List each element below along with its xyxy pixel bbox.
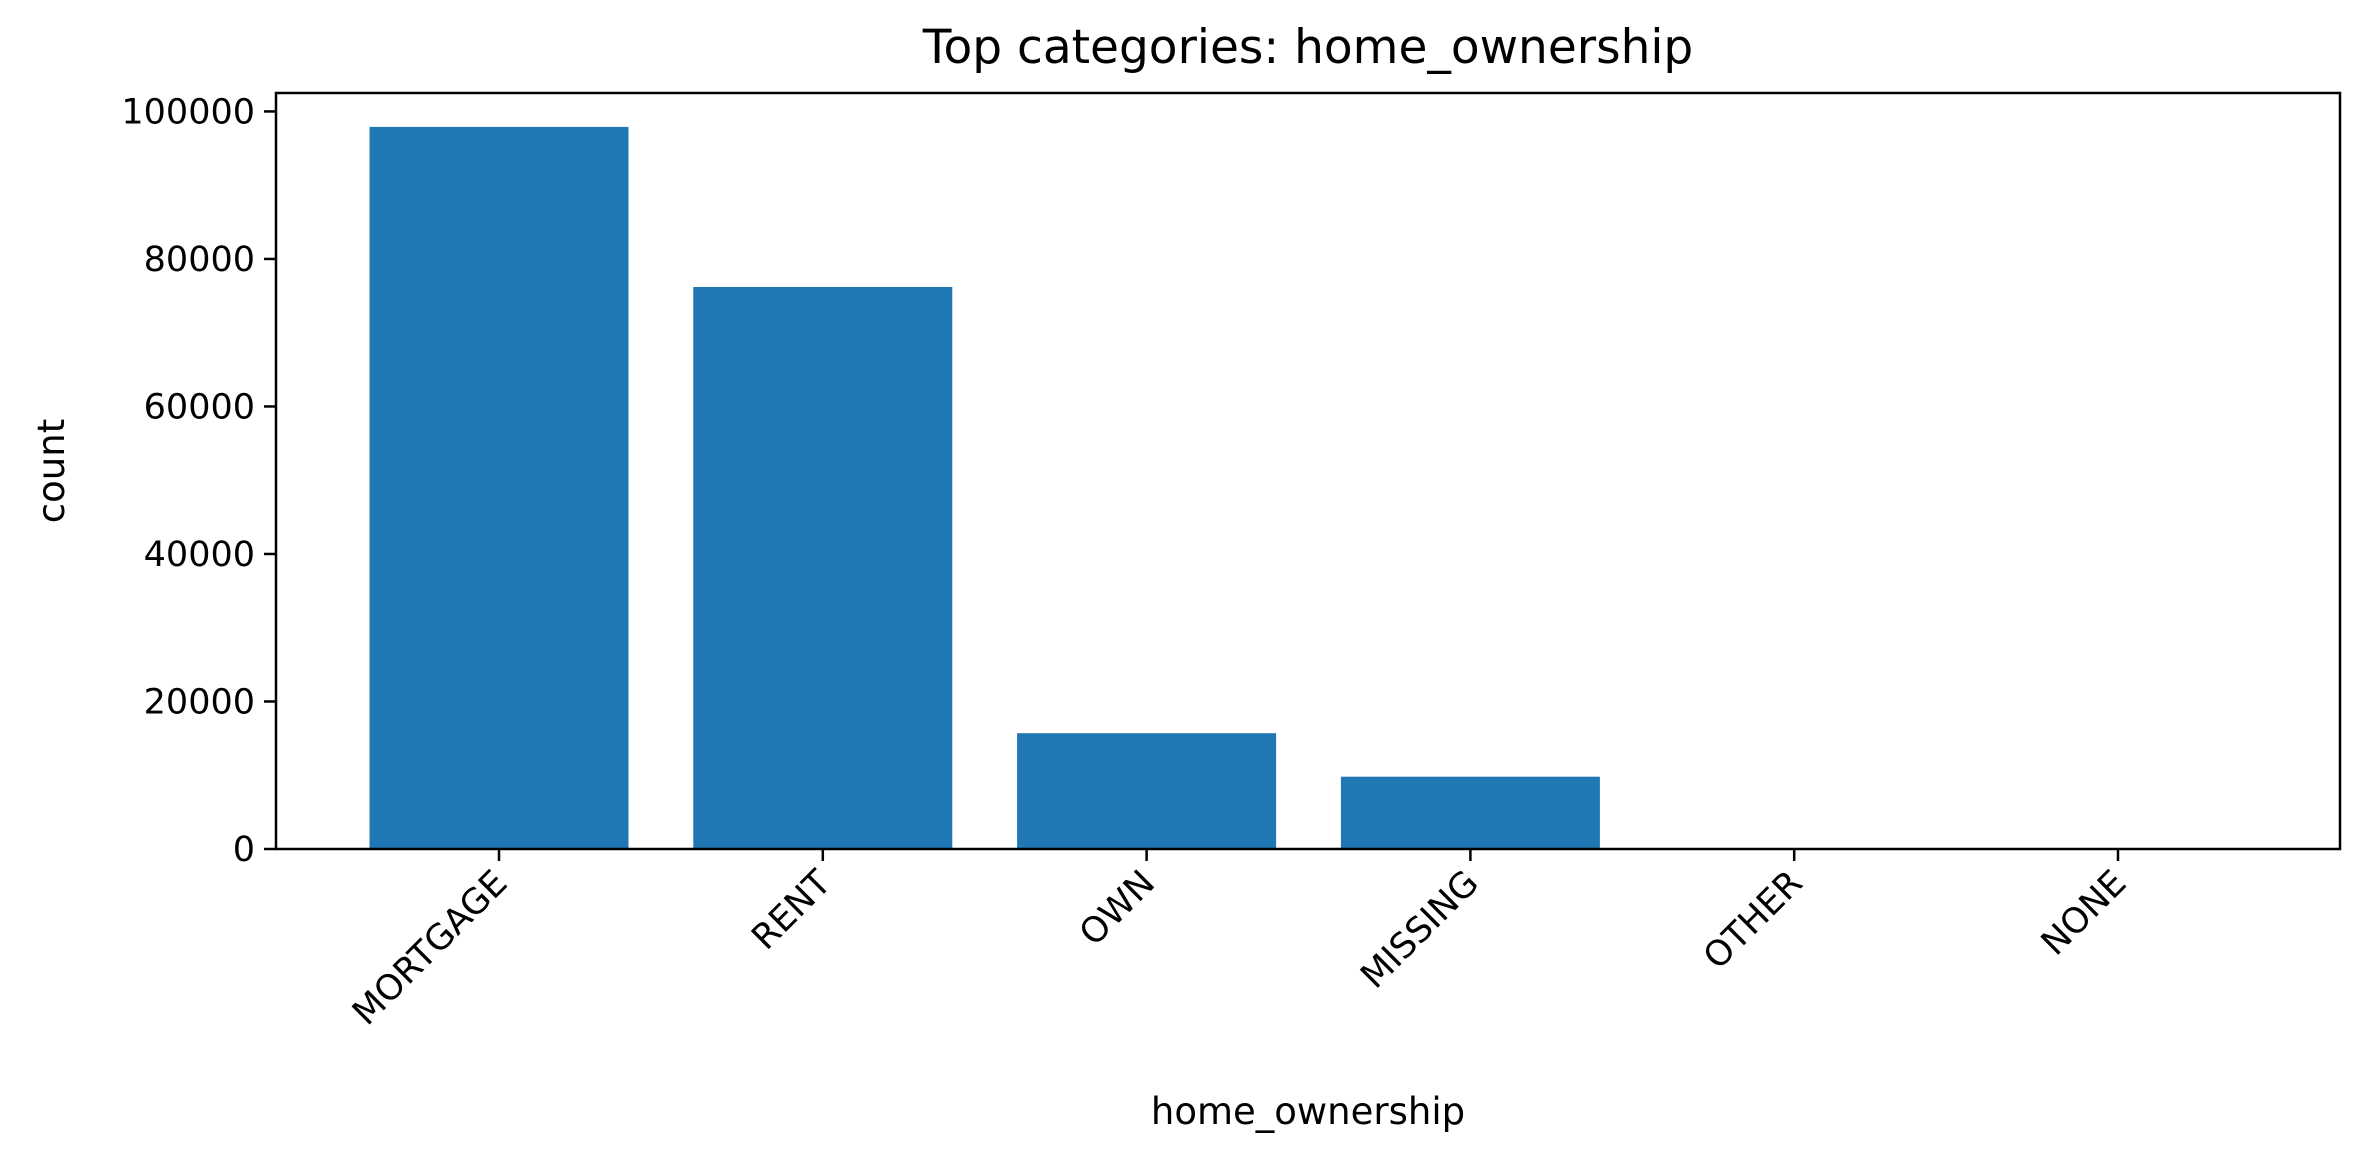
y-tick-label: 80000 — [144, 240, 255, 280]
x-tick-label-missing: MISSING — [1353, 863, 1486, 996]
x-tick-label-none: NONE — [2034, 863, 2134, 963]
bars-layer — [370, 127, 2248, 849]
bar-missing — [1341, 777, 1600, 849]
bar-rent — [693, 287, 952, 849]
x-tick-label-own: OWN — [1072, 863, 1163, 954]
y-tick-label: 100000 — [121, 92, 255, 132]
x-tick-label-other: OTHER — [1696, 863, 1810, 977]
y-tick-label: 40000 — [144, 535, 255, 575]
bar-mortgage — [370, 127, 629, 849]
y-tick-label: 20000 — [144, 682, 255, 722]
x-tick-label-rent: RENT — [744, 863, 839, 958]
x-tick-label-mortgage: MORTGAGE — [345, 863, 515, 1033]
y-tick-label: 0 — [233, 830, 255, 870]
bar-own — [1017, 733, 1276, 849]
y-tick-label: 60000 — [144, 387, 255, 427]
y-axis-label: count — [30, 419, 73, 523]
chart-title: Top categories: home_ownership — [922, 20, 1694, 75]
x-axis-label: home_ownership — [1151, 1090, 1465, 1133]
